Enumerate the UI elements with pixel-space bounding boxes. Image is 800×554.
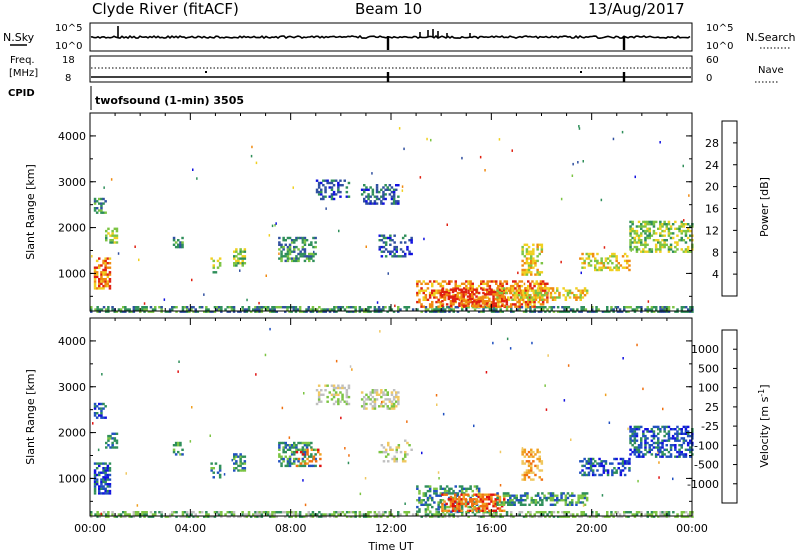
colorbar-tick-label: 8	[712, 246, 719, 259]
colorbar-tick-label: 100	[698, 382, 719, 395]
y-tick-label: 4000	[58, 335, 86, 348]
colorbar-tick-label: 28	[705, 137, 719, 150]
frequency-trace	[205, 71, 626, 82]
noise-panel: N.Sky 10^5 10^0 10^5 10^0 N.Search	[3, 22, 796, 52]
colorbar-tick-label: -25	[701, 420, 719, 433]
power-colorbar: 4 8 12 16 20 24 28	[705, 120, 738, 297]
power-x-ticks	[89, 113, 693, 311]
colorbar-tick-label: 1000	[691, 343, 719, 356]
power-panel: 1000 2000 3000 4000 Slant Range [km] 4 8 12 16…	[24, 112, 771, 313]
freq-unit: [MHz]	[9, 68, 38, 79]
velocity-colorbar-label: Velocity [m s-1]	[757, 384, 771, 467]
velocity-data	[90, 327, 694, 518]
colorbar-tick-label: 25	[705, 401, 719, 414]
power-ylabel: Slant Range [km]	[24, 164, 37, 260]
power-colorbar-label: Power [dB]	[758, 177, 771, 237]
colorbar-tick-label: -500	[694, 459, 719, 472]
freq-tick-low: 8	[65, 73, 71, 84]
station-title: Clyde River (fitACF)	[92, 0, 239, 18]
nave-tick-low: 0	[706, 73, 712, 84]
y-tick-label: 3000	[58, 381, 86, 394]
velocity-colorbar: -1000 -500 -100 -25 25 100 500 1000	[687, 329, 738, 504]
nsky-label: N.Sky	[3, 31, 35, 44]
cpid-label: CPID	[8, 88, 35, 99]
colorbar-tick-label: 4	[712, 268, 719, 281]
date-title: 13/Aug/2017	[588, 0, 685, 18]
noise-trace	[90, 26, 691, 50]
cpid-mode: twofsound (1-min) 3505	[95, 94, 244, 107]
y-tick-label: 2000	[58, 222, 86, 235]
nsky-tick-low: 10^0	[55, 41, 82, 52]
beam-title: Beam 10	[355, 0, 422, 18]
colorbar-tick-label: -100	[694, 439, 719, 452]
y-tick-label: 1000	[58, 267, 86, 280]
colorbar-tick-label: 24	[705, 159, 719, 172]
y-tick-label: 4000	[58, 130, 86, 143]
nsearch-label: N.Search	[746, 31, 796, 44]
x-axis-label: Time UT	[367, 540, 413, 553]
nsky-tick-high: 10^5	[55, 23, 82, 34]
velocity-panel: 1000 2000 3000 4000 00:00 04:00 08:00 12:00 16:…	[24, 317, 771, 553]
freq-label: Freq.	[10, 55, 35, 66]
power-y-ticks: 1000 2000 3000 4000	[58, 130, 692, 297]
frequency-panel: Freq. [MHz] 18 8 60 0 Nave	[9, 55, 784, 84]
nsearch-tick-high: 10^5	[706, 23, 733, 34]
x-tick-label: 00:00	[676, 522, 708, 535]
freq-tick-high: 18	[62, 55, 75, 66]
nsearch-tick-low: 10^0	[706, 41, 733, 52]
x-tick-label: 08:00	[275, 522, 307, 535]
colorbar-tick-label: -1000	[687, 478, 719, 491]
colorbar-tick-label: 12	[705, 224, 719, 237]
velocity-y-ticks: 1000 2000 3000 4000	[58, 335, 692, 502]
velocity-x-ticks: 00:00 04:00 08:00 12:00 16:00 20:00 00:00	[74, 318, 708, 535]
y-tick-label: 2000	[58, 427, 86, 440]
colorbar-tick-label: 500	[698, 362, 719, 375]
y-tick-label: 3000	[58, 176, 86, 189]
nave-tick-high: 60	[706, 55, 719, 66]
nave-label: Nave	[758, 65, 784, 76]
x-tick-label: 20:00	[576, 522, 608, 535]
colorbar-tick-label: 20	[705, 181, 719, 194]
colorbar-tick-label: 16	[705, 203, 719, 216]
x-tick-label: 00:00	[74, 522, 106, 535]
x-tick-label: 12:00	[375, 522, 407, 535]
x-tick-label: 16:00	[475, 522, 507, 535]
power-data	[90, 125, 694, 313]
x-tick-label: 04:00	[174, 522, 206, 535]
velocity-ylabel: Slant Range [km]	[24, 369, 37, 465]
y-tick-label: 1000	[58, 472, 86, 485]
